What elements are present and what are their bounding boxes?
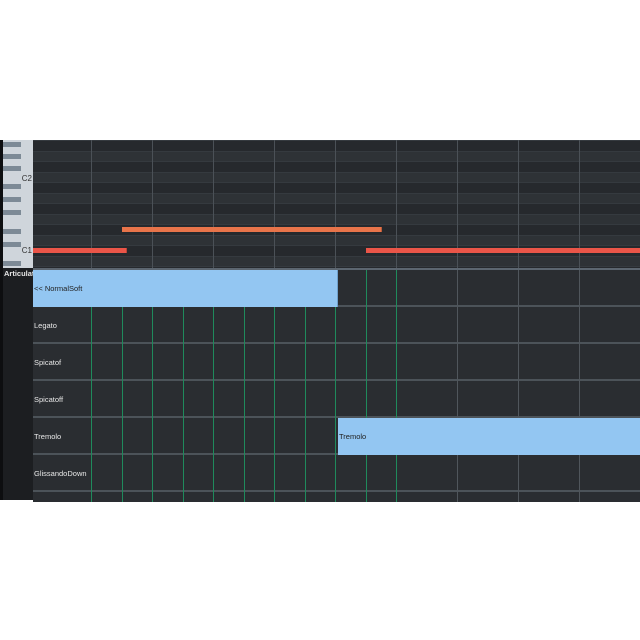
left-edge [0,140,3,500]
articulation-lane [33,492,640,502]
bar-line [335,140,336,268]
midi-note[interactable] [182,227,199,232]
black-key [3,229,21,234]
grid-row [33,213,640,225]
midi-note[interactable] [335,227,352,232]
articulation-lanes[interactable]: Legato Spicatof Spicatoff Tremolo GlissandoD… [33,268,640,502]
articulation-lane: GlissandoDown [33,455,640,492]
beat-line [213,270,214,502]
midi-note[interactable] [136,227,153,232]
beat-line [152,270,153,502]
block-label: << NormalSoft [34,284,83,293]
beat-line [335,270,336,502]
piano-keyboard[interactable]: C2 C1 [3,140,33,268]
articulation-block[interactable]: << NormalSoft [33,270,338,307]
midi-note[interactable] [121,227,138,232]
bar-line [457,270,458,502]
lane-label: Legato [34,321,57,330]
midi-note[interactable] [319,227,336,232]
beat-line [304,270,306,502]
black-key [3,261,21,266]
midi-note[interactable] [152,227,169,232]
bar-line [579,140,580,268]
bar-line [518,140,519,268]
piano-roll-editor: C2 C1 Articulation Legato Spicatof Spicato… [0,140,640,502]
bar-line [213,140,214,268]
key-label-c2: C2 [21,174,32,183]
midi-note[interactable] [365,227,382,232]
grid-row [33,140,640,151]
bar-line [152,140,153,268]
beat-line [121,270,123,502]
black-key [3,210,21,215]
key-label-c1: C1 [21,246,32,255]
black-key [3,184,21,189]
midi-note[interactable] [365,248,640,253]
grid-row [33,266,640,268]
articulation-lane: Legato [33,307,640,344]
grid-row [33,182,640,193]
lane-label: Spicatoff [34,395,64,404]
beat-line [243,270,245,502]
grid-row [33,234,640,246]
grid-row [33,171,640,183]
grid-row [33,161,640,172]
midi-note[interactable] [33,248,127,253]
grid-row [33,255,640,267]
black-key [3,242,21,247]
black-key [3,197,21,202]
bar-line [396,140,397,268]
lane-label: GlissandoDown [34,469,87,478]
midi-note[interactable] [258,227,275,232]
grid-row [33,203,640,214]
bar-line [91,140,92,268]
block-label: Tremolo [339,432,367,441]
midi-note[interactable] [350,227,367,232]
midi-note[interactable] [243,227,260,232]
midi-note[interactable] [167,227,184,232]
midi-note[interactable] [213,227,230,232]
bar-line [579,270,580,502]
bar-line [518,270,519,502]
articulation-block[interactable]: Tremolo [338,418,640,455]
beat-line [91,270,92,502]
lane-label: Tremolo [34,432,62,441]
beat-line [365,270,367,502]
beat-line [396,270,397,502]
midi-note[interactable] [304,227,321,232]
bar-line [274,140,275,268]
black-key [3,154,21,159]
articulation-lane: Tremolo [33,418,640,455]
articulation-lane: Spicatoff [33,381,640,418]
grid-row [33,192,640,204]
articulation-lane: Spicatof [33,344,640,381]
midi-note[interactable] [197,227,214,232]
black-key [3,142,21,147]
midi-note[interactable] [228,227,245,232]
lane-label: Spicatof [34,358,62,367]
beat-line [274,270,275,502]
grid-row [33,245,640,256]
note-grid[interactable] [33,140,640,268]
midi-note[interactable] [289,227,306,232]
black-key [3,166,21,171]
grid-row [33,150,640,162]
midi-note[interactable] [274,227,291,232]
beat-line [182,270,184,502]
bar-line [457,140,458,268]
articulation-header: Articulation [4,269,33,278]
